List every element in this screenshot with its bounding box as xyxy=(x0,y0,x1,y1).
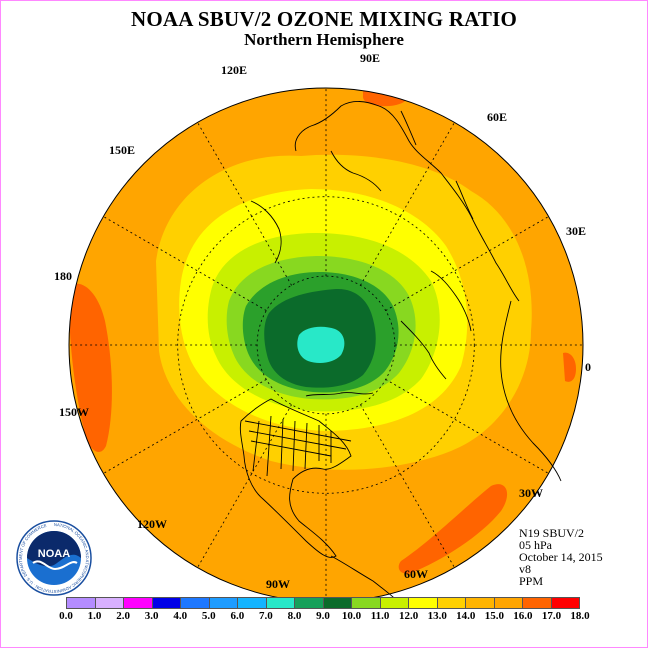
colorbar-swatch xyxy=(551,598,579,608)
page-title: NOAA SBUV/2 OZONE MIXING RATIO xyxy=(131,7,517,31)
lon-label-90w: 90W xyxy=(266,577,290,591)
colorbar-swatch xyxy=(67,598,96,608)
colorbar-tick-label: 14.0 xyxy=(456,610,476,622)
colorbar-tick-label: 17.0 xyxy=(541,610,562,622)
colorbar-tick-label: 2.0 xyxy=(116,610,130,622)
colorbar-tick-label: 18.0 xyxy=(570,610,590,622)
colorbar xyxy=(66,597,580,609)
colorbar-tick-label: 13.0 xyxy=(427,610,447,622)
lon-label-120w: 120W xyxy=(137,517,167,531)
lat-lon-grid xyxy=(69,88,583,602)
lon-label-60w: 60W xyxy=(404,567,428,581)
colorbar-swatch xyxy=(95,598,124,608)
info-instrument: N19 SBUV/2 xyxy=(519,526,585,540)
colorbar-tick-label: 11.0 xyxy=(370,610,390,622)
ozone-high-west xyxy=(69,283,112,453)
colorbar-tick-label: 3.0 xyxy=(144,610,159,622)
colorbar-swatch xyxy=(352,598,381,608)
lon-label-150e: 150E xyxy=(109,143,136,157)
colorbar-swatch xyxy=(494,598,523,608)
colorbar-tick-label: 6.0 xyxy=(230,610,245,622)
colorbar-tick-label: 8.0 xyxy=(287,610,302,622)
meridian-line xyxy=(103,216,267,311)
ozone-core xyxy=(297,326,345,363)
noaa-logo: NOAA NATIONAL OCEANIC AND ATMOSPHERIC AD… xyxy=(15,519,93,597)
colorbar-swatch xyxy=(209,598,238,608)
meridian-line xyxy=(360,404,455,568)
colorbar-tick-label: 7.0 xyxy=(259,610,273,622)
lon-label-90e: 90E xyxy=(360,51,381,65)
colorbar-swatch xyxy=(124,598,153,608)
colorbar-swatch xyxy=(181,598,210,608)
meridian-line xyxy=(197,404,292,568)
lon-label-30w: 30W xyxy=(519,486,543,500)
colorbar-tick-label: 9.0 xyxy=(316,610,330,622)
lon-label-120e: 120E xyxy=(221,63,248,77)
colorbar-tick-label: 12.0 xyxy=(399,610,419,622)
colorbar-tick-label: 1.0 xyxy=(87,610,102,622)
logo-text: NOAA xyxy=(38,548,70,560)
meridian-line xyxy=(385,379,549,474)
info-version: v8 xyxy=(519,562,531,576)
colorbar-tick-label: 5.0 xyxy=(201,610,216,622)
colorbar-swatch xyxy=(295,598,324,608)
colorbar-labels: 0.0 1.0 2.0 3.0 4.0 5.0 6.0 7.0 8.0 9.0 10.0 11.0 12… xyxy=(59,610,590,624)
meridian-line xyxy=(385,216,549,311)
latitude-circle xyxy=(177,196,475,494)
info-date: October 14, 2015 xyxy=(519,550,603,564)
page-subtitle: Northern Hemisphere xyxy=(244,30,404,49)
colorbar-swatch xyxy=(152,598,181,608)
colorbar-tick-label: 16.0 xyxy=(513,610,533,622)
colorbar-tick-label: 10.0 xyxy=(341,610,362,622)
info-pressure-level: 05 hPa xyxy=(519,538,552,552)
meridian-line xyxy=(103,379,267,474)
colorbar-swatch xyxy=(238,598,267,608)
colorbar-swatch xyxy=(323,598,352,608)
colorbar-tick-label: 0.0 xyxy=(59,610,73,622)
colorbar-swatch xyxy=(409,598,438,608)
info-units: PPM xyxy=(519,574,544,588)
colorbar-swatch xyxy=(523,598,552,608)
colorbar-swatch xyxy=(466,598,495,608)
lon-label-0: 0 xyxy=(585,360,591,374)
colorbar-swatch xyxy=(437,598,466,608)
meridian-line xyxy=(197,122,292,286)
ozone-high-east xyxy=(563,352,576,382)
lon-label-150w: 150W xyxy=(59,405,89,419)
lon-label-60e: 60E xyxy=(487,110,508,124)
ozone-high-southeast xyxy=(398,484,508,574)
coastlines xyxy=(239,101,562,607)
meridian-line xyxy=(360,122,455,286)
colorbar-swatch xyxy=(380,598,409,608)
lon-label-30e: 30E xyxy=(566,224,587,238)
colorbar-tick-label: 15.0 xyxy=(484,610,504,622)
lon-label-180: 180 xyxy=(54,269,72,283)
plot-info: N19 SBUV/2 05 hPa October 14, 2015 v8 PP… xyxy=(519,527,603,587)
colorbar-swatch xyxy=(266,598,295,608)
colorbar-tick-label: 4.0 xyxy=(173,610,188,622)
